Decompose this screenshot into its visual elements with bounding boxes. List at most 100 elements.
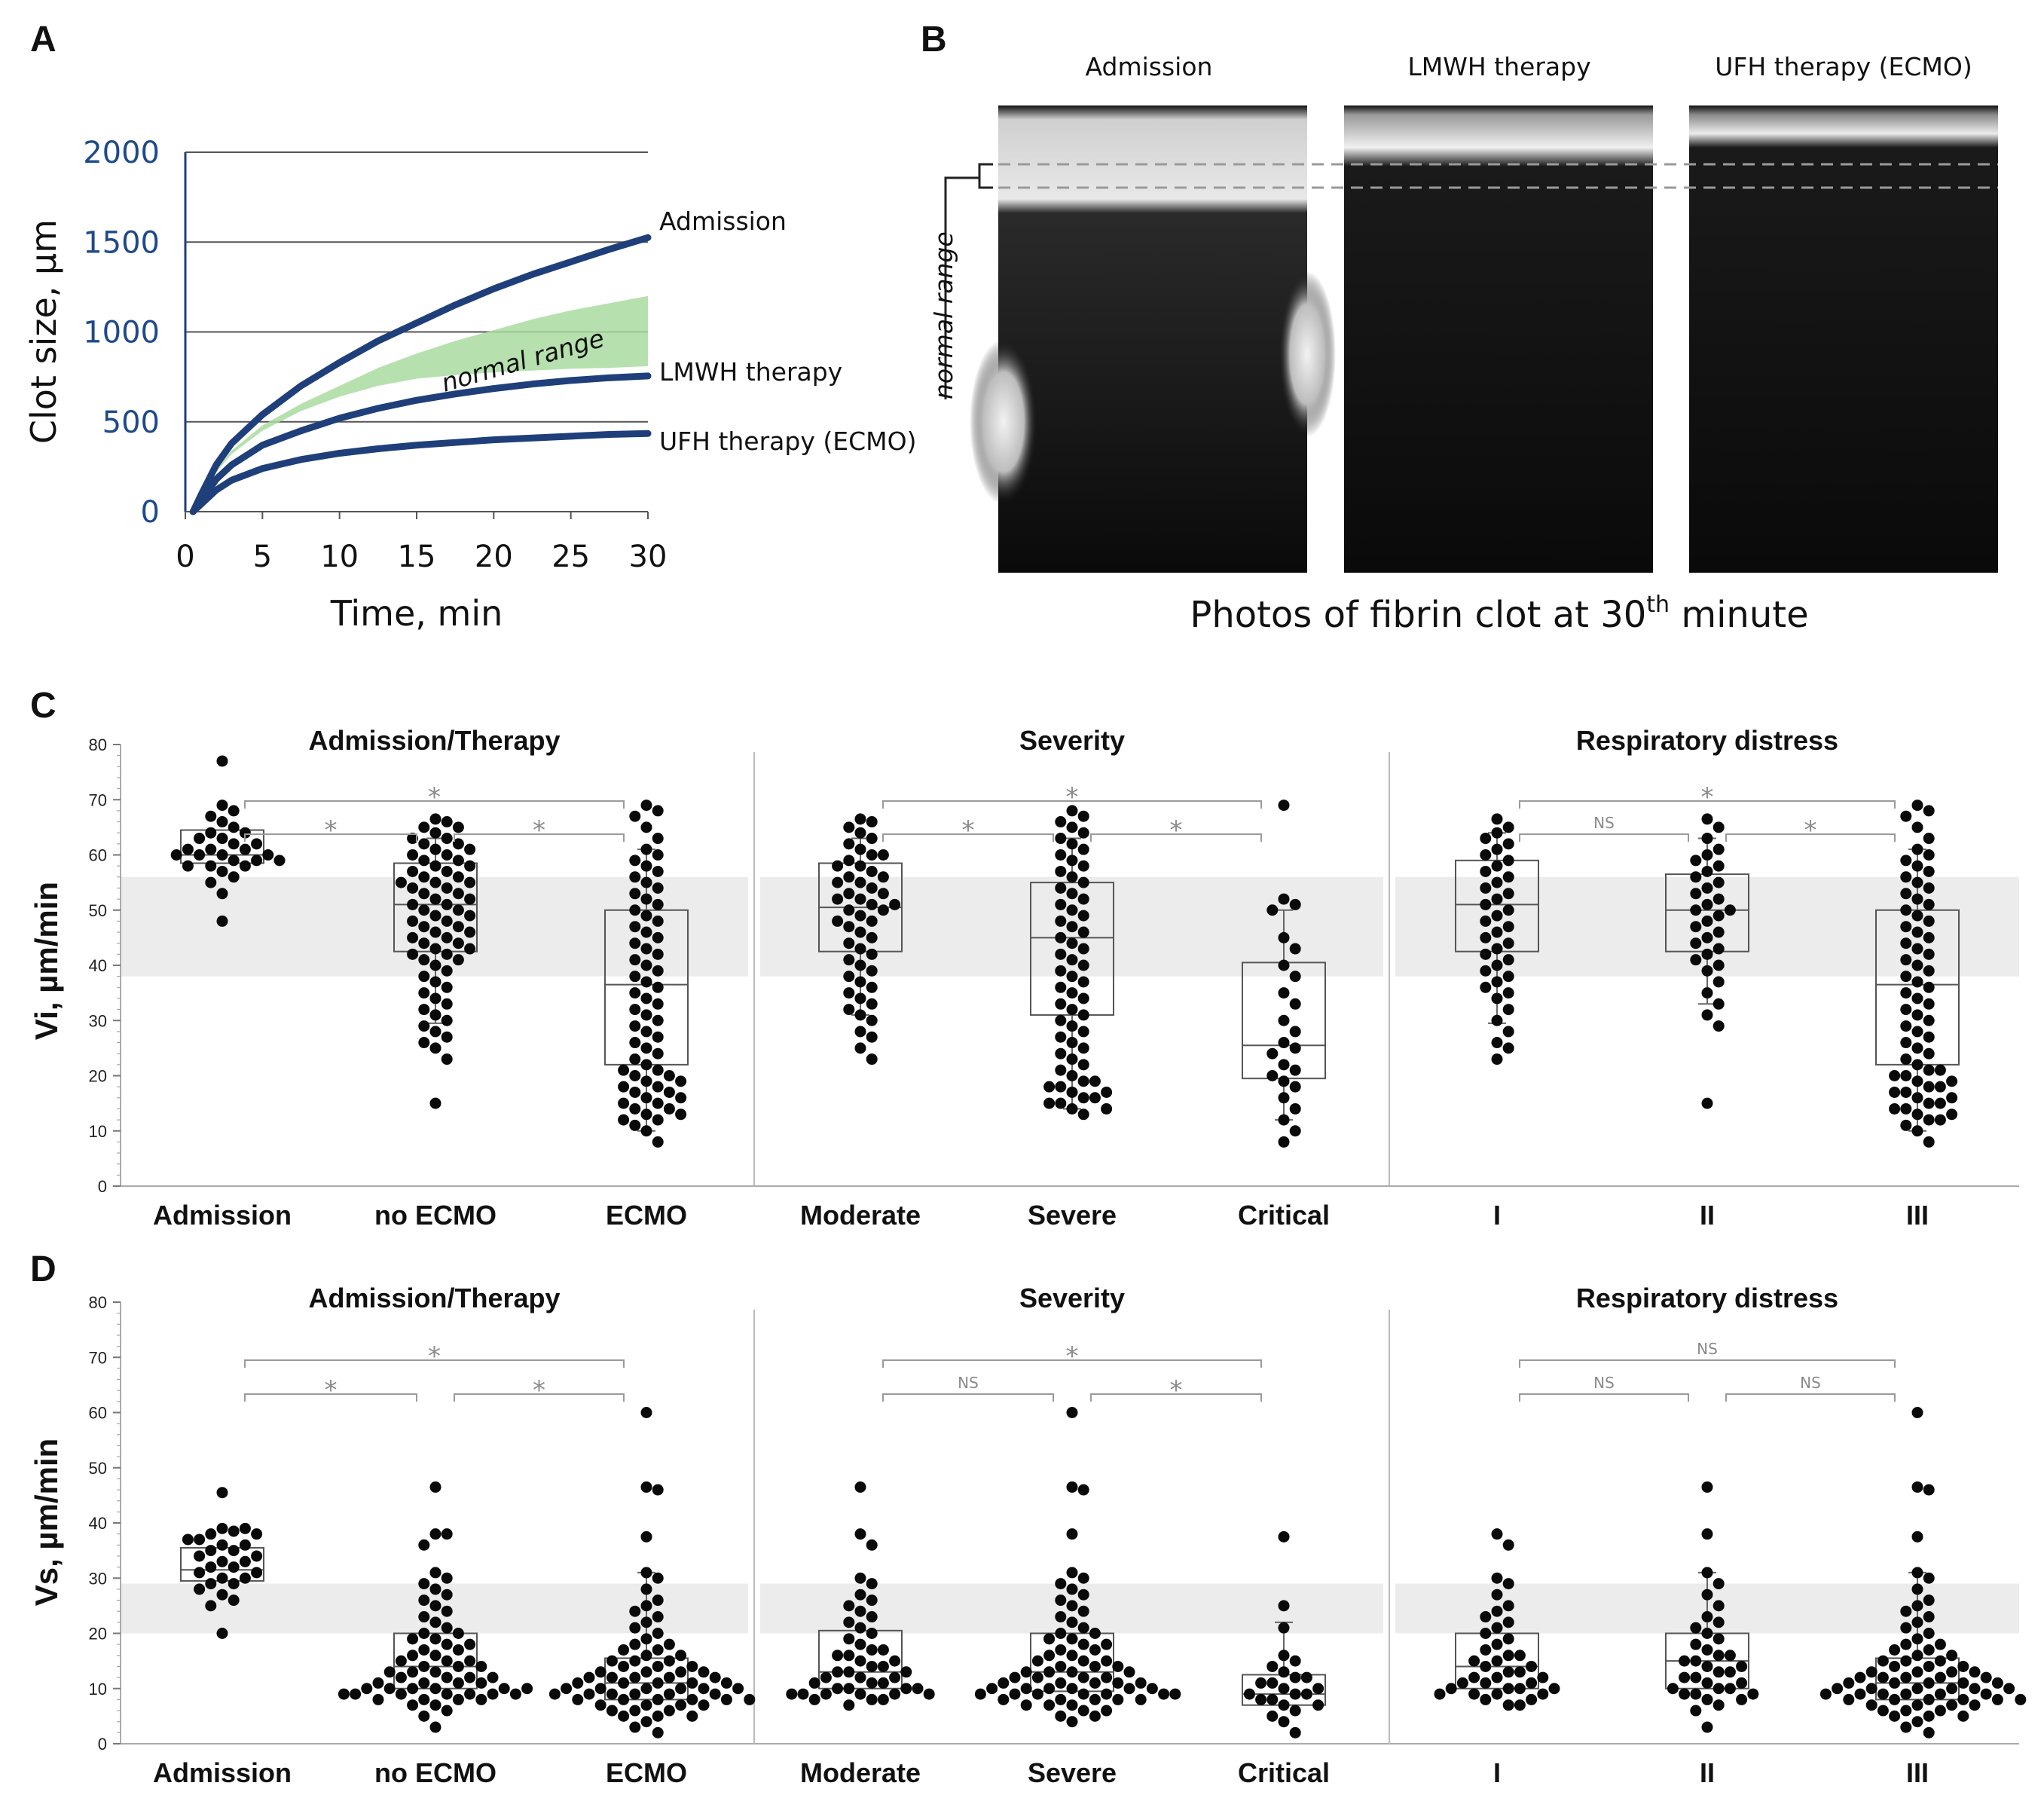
- data-point-critical-4: [1289, 1655, 1301, 1667]
- data-point-iii-13: [1900, 888, 1912, 900]
- data-point-no-ecmo-31: [407, 898, 419, 910]
- data-point-moderate-15: [854, 876, 866, 888]
- data-point-no-ecmo-37: [487, 1671, 499, 1683]
- data-point-ii-22: [1679, 1671, 1691, 1683]
- data-point-moderate-21: [832, 893, 844, 905]
- data-point-moderate-2: [866, 1539, 878, 1551]
- data-point-iii-65: [1877, 1705, 1889, 1717]
- data-point-moderate-17: [866, 882, 878, 894]
- data-point-admission-6: [205, 827, 217, 839]
- data-point-iii-61: [1911, 1108, 1923, 1121]
- data-point-admission-19: [251, 1567, 263, 1579]
- xtick-label-5: 5: [253, 540, 272, 574]
- data-point-ecmo-36: [652, 1677, 664, 1689]
- data-point-i-10: [1502, 871, 1514, 883]
- data-point-no-ecmo-4: [429, 827, 441, 839]
- data-point-critical-22: [1278, 1716, 1290, 1728]
- data-point-i-14: [1491, 893, 1503, 905]
- data-point-no-ecmo-44: [418, 937, 430, 949]
- category-label-critical: Critical: [1238, 1200, 1330, 1231]
- data-point-no-ecmo-31: [429, 1666, 441, 1678]
- data-point-no-ecmo-23: [395, 876, 407, 888]
- data-point-iii-26: [1957, 1660, 1969, 1672]
- data-point-moderate-38: [843, 971, 855, 983]
- data-point-no-ecmo-7: [429, 1583, 441, 1595]
- data-point-iii-32: [1934, 1671, 1946, 1683]
- data-point-iii-37: [1889, 1677, 1901, 1689]
- data-point-ecmo-58: [618, 1097, 630, 1109]
- data-point-severe-21: [1066, 921, 1078, 933]
- data-point-admission-16: [228, 1561, 240, 1573]
- data-point-severe-13: [1066, 1616, 1078, 1628]
- data-point-critical-5: [1289, 943, 1301, 955]
- data-point-no-ecmo-30: [475, 1660, 487, 1672]
- x-axis-title: Time, min: [330, 593, 503, 634]
- data-point-iii-14: [1911, 893, 1923, 905]
- data-point-critical-11: [1289, 1026, 1301, 1038]
- data-point-no-ecmo-17: [429, 1633, 441, 1645]
- data-point-severe-38: [1009, 1671, 1021, 1683]
- data-point-ecmo-52: [548, 1688, 561, 1700]
- data-point-moderate-5: [854, 1589, 866, 1601]
- data-point-ii-7: [1712, 1616, 1725, 1628]
- data-point-ecmo-0: [640, 800, 652, 812]
- data-point-i-28: [1502, 1683, 1514, 1695]
- data-point-iii-58: [1934, 1097, 1946, 1109]
- data-point-iii-0: [1911, 800, 1923, 812]
- data-point-iii-62: [1946, 1108, 1958, 1121]
- category-label-ii: II: [1700, 1200, 1715, 1231]
- data-point-ii-18: [1736, 1660, 1748, 1672]
- data-point-ii-9: [1701, 1628, 1713, 1639]
- data-point-severe-31: [1077, 976, 1089, 988]
- data-point-iii-21: [1923, 931, 1935, 943]
- data-point-ecmo-48: [663, 1688, 675, 1700]
- data-point-severe-42: [1066, 1037, 1078, 1049]
- data-point-no-ecmo-15: [418, 1628, 430, 1639]
- data-point-severe-47: [1123, 1683, 1135, 1695]
- data-point-no-ecmo-42: [429, 1683, 441, 1695]
- data-point-no-ecmo-45: [498, 1683, 510, 1695]
- data-point-no-ecmo-24: [441, 882, 453, 894]
- data-point-no-ecmo-56: [452, 1693, 464, 1705]
- data-point-critical-10: [1255, 1677, 1267, 1689]
- data-point-no-ecmo-35: [464, 1671, 476, 1683]
- data-point-admission-5: [228, 821, 240, 833]
- data-point-ii-32: [1736, 1693, 1748, 1705]
- data-point-ii-12: [1701, 1644, 1713, 1656]
- data-point-critical-13: [1289, 1042, 1301, 1054]
- data-point-moderate-31: [866, 931, 878, 943]
- data-point-admission-9: [194, 833, 206, 845]
- data-point-iii-8: [1911, 860, 1923, 872]
- normal-range-bracket: [944, 163, 993, 399]
- data-point-moderate-4: [866, 833, 878, 845]
- data-point-severe-34: [1077, 992, 1089, 1004]
- data-point-ecmo-9: [629, 1605, 641, 1617]
- data-point-ecmo-52: [618, 1081, 630, 1093]
- photo-title-ufh: UFH therapy (ECMO): [1715, 52, 1972, 81]
- group-title-respiratory-distress: Respiratory distress: [1576, 1283, 1838, 1313]
- data-point-ii-1: [1701, 1528, 1713, 1540]
- data-point-iii-12: [1900, 1622, 1912, 1634]
- data-point-ecmo-14: [640, 893, 652, 905]
- data-point-severe-60: [1135, 1693, 1147, 1705]
- data-point-severe-16: [1089, 1628, 1101, 1639]
- data-point-iii-36: [1923, 1014, 1935, 1026]
- data-point-moderate-24: [832, 1666, 844, 1678]
- data-point-severe-22: [1077, 926, 1089, 938]
- data-point-iii-1: [1923, 805, 1935, 817]
- data-point-ecmo-69: [640, 1716, 652, 1728]
- data-point-moderate-39: [854, 976, 866, 988]
- data-point-ecmo-66: [640, 1125, 652, 1137]
- data-point-moderate-34: [866, 948, 878, 960]
- data-point-i-30: [1445, 1683, 1457, 1695]
- data-point-iii-31: [1900, 987, 1912, 999]
- data-point-severe-20: [1101, 1638, 1113, 1650]
- data-point-iii-69: [1911, 1716, 1923, 1728]
- photo-normal-range-label: normal range: [929, 231, 958, 399]
- data-point-moderate-12: [866, 865, 878, 877]
- data-point-i-1: [1502, 1539, 1514, 1551]
- data-point-severe-58: [1089, 1693, 1101, 1705]
- data-point-admission-10: [228, 838, 240, 850]
- data-point-iii-10: [1900, 871, 1912, 883]
- data-point-i-26: [1526, 1677, 1538, 1689]
